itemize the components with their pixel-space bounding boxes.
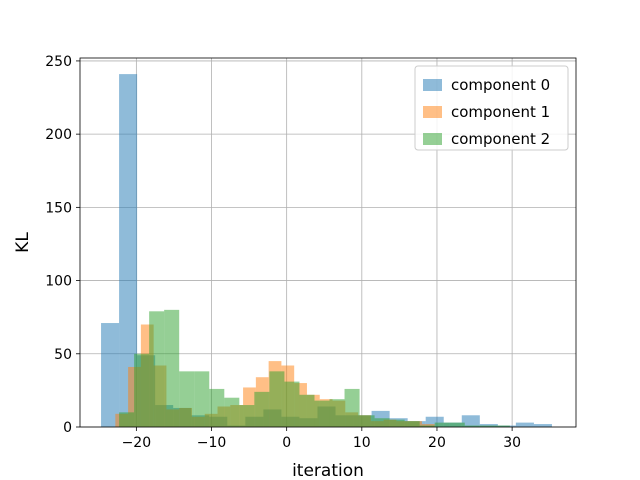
series-0-bar-23 [515,422,534,427]
histogram-bars [101,74,552,427]
series-2-bar-18 [389,419,405,427]
y-tick-label-4: 200 [45,127,72,143]
legend-label-0: component 0 [451,76,550,94]
series-2-bar-15 [344,388,360,427]
x-tick-label-0: −20 [122,435,152,451]
y-axis-label: KL [13,232,33,253]
series-2-bar-14 [329,399,345,427]
x-tick-label-3: 10 [353,435,371,451]
series-2-bar-22 [449,422,465,427]
series-2-bar-8 [239,405,255,427]
series-2-bar-24 [479,425,495,427]
series-2-bar-23 [464,425,480,427]
y-tick-label-1: 50 [54,347,72,363]
series-2-bar-21 [434,422,450,427]
series-2-bar-9 [254,391,270,427]
series-2-bar-16 [359,415,375,427]
series-2-bar-20 [419,425,435,427]
x-tick-label-5: 30 [503,435,521,451]
legend-label-2: component 2 [451,130,550,148]
x-tick-label-2: 0 [282,435,291,451]
x-tick-label-1: −10 [197,435,227,451]
series-2-bar-2 [149,311,165,427]
series-0-bar-24 [533,424,552,427]
series-2-bar-17 [374,418,390,427]
legend-swatch-2 [423,133,442,145]
series-0-bar-0 [101,323,120,427]
series-2-bar-12 [299,394,315,427]
series-2-bar-3 [164,309,180,427]
series-2-bar-10 [269,371,285,427]
x-tick-label-4: 20 [428,435,446,451]
y-tick-label-5: 250 [45,54,72,70]
series-2-bar-13 [314,400,330,427]
y-tick-label-3: 150 [45,200,72,216]
legend: component 0 component 1 component 2 [414,65,569,151]
series-2-bar-25 [494,425,510,427]
plot-frame [79,57,577,428]
series-2-bar-19 [404,421,420,427]
legend-label-1: component 1 [451,103,550,121]
axis-ticks: −20 −10 0 10 20 30 0 50 100 150 200 250 [45,54,521,451]
series-2-bar-1 [134,353,150,427]
y-tick-label-2: 100 [45,274,72,290]
legend-box [414,65,569,151]
series-2-bar-0 [119,412,135,427]
series-2-bar-7 [224,397,240,427]
y-tick-label-0: 0 [63,420,72,436]
series-0-bar-20 [461,415,480,427]
series-2-bars [119,309,510,427]
legend-swatch-0 [423,79,442,91]
series-0-bar-1 [119,74,138,427]
series-2-bar-4 [179,371,195,427]
series-2-bar-5 [194,371,210,427]
series-2-bar-6 [209,388,225,427]
x-axis-label: iteration [292,461,364,480]
series-0-bar-18 [425,416,444,427]
series-2-bar-11 [284,381,300,427]
legend-swatch-1 [423,106,442,118]
